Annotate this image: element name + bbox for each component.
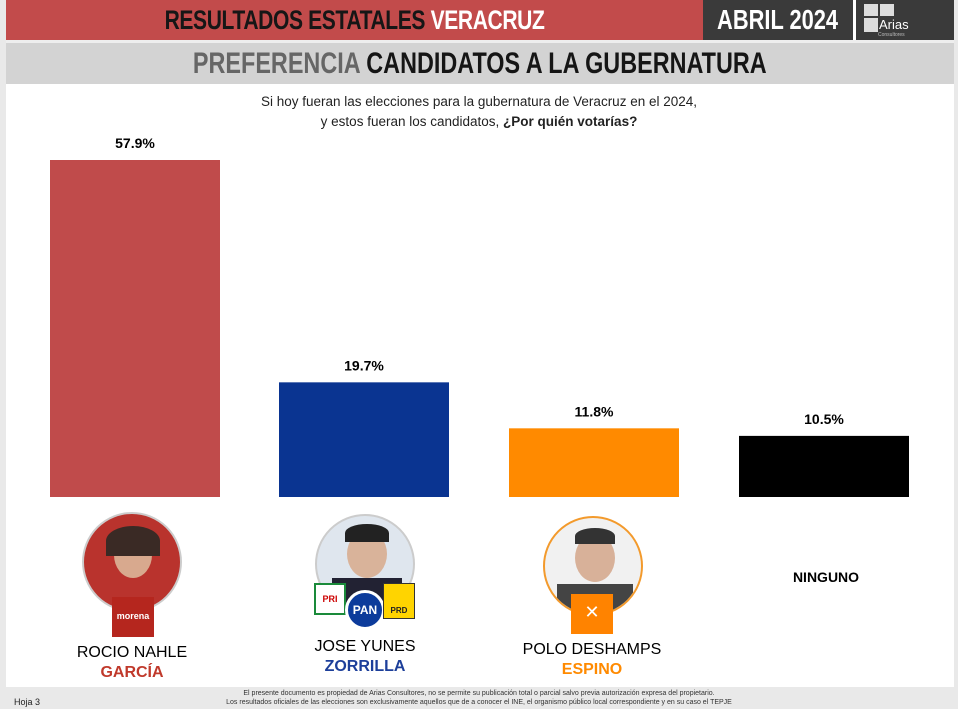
bar-2 bbox=[279, 382, 449, 497]
header-title: RESULTADOS ESTATALES VERACRUZ bbox=[6, 0, 703, 40]
chart-question: Si hoy fueran las elecciones para la gub… bbox=[260, 94, 698, 129]
pri-logo: PRI bbox=[314, 583, 346, 615]
candidate-label-4: NINGUNO bbox=[792, 569, 860, 585]
title-state: VERACRUZ bbox=[430, 4, 545, 35]
bar-value-label: 57.9% bbox=[115, 135, 155, 151]
arias-logo: Arias Consultores bbox=[853, 0, 954, 40]
title-dark: RESULTADOS ESTATALES bbox=[164, 4, 426, 35]
header-bar: RESULTADOS ESTATALES VERACRUZ ABRIL 2024… bbox=[6, 0, 954, 40]
bar-value-label: 19.7% bbox=[344, 357, 384, 373]
candidate-label-3: POLO DESHAMPS ESPINO bbox=[522, 641, 662, 678]
candidate-label-2: JOSE YUNES ZORRILLA bbox=[314, 638, 416, 675]
bar-1 bbox=[50, 160, 220, 497]
bar-value-label: 10.5% bbox=[804, 411, 844, 427]
header-date: ABRIL 2024 bbox=[703, 0, 853, 40]
photo-rocio-nahle bbox=[82, 512, 182, 612]
prd-logo: PRD bbox=[383, 583, 415, 619]
bar-value-label: 11.8% bbox=[575, 403, 614, 419]
bar-4 bbox=[739, 435, 909, 497]
pan-logo: PAN bbox=[345, 590, 385, 630]
morena-logo: morena bbox=[112, 597, 154, 637]
bar-3 bbox=[509, 428, 679, 497]
page-number: Hoja 3 bbox=[14, 697, 41, 707]
mc-logo: ✕ bbox=[571, 594, 613, 634]
footer-disclaimer: El presente documento es propiedad de Ar… bbox=[226, 690, 732, 706]
subheader: PREFERENCIA CANDIDATOS A LA GUBERNATURA bbox=[6, 40, 954, 84]
candidate-label-1: ROCIO NAHLE GARCÍA bbox=[76, 644, 188, 681]
